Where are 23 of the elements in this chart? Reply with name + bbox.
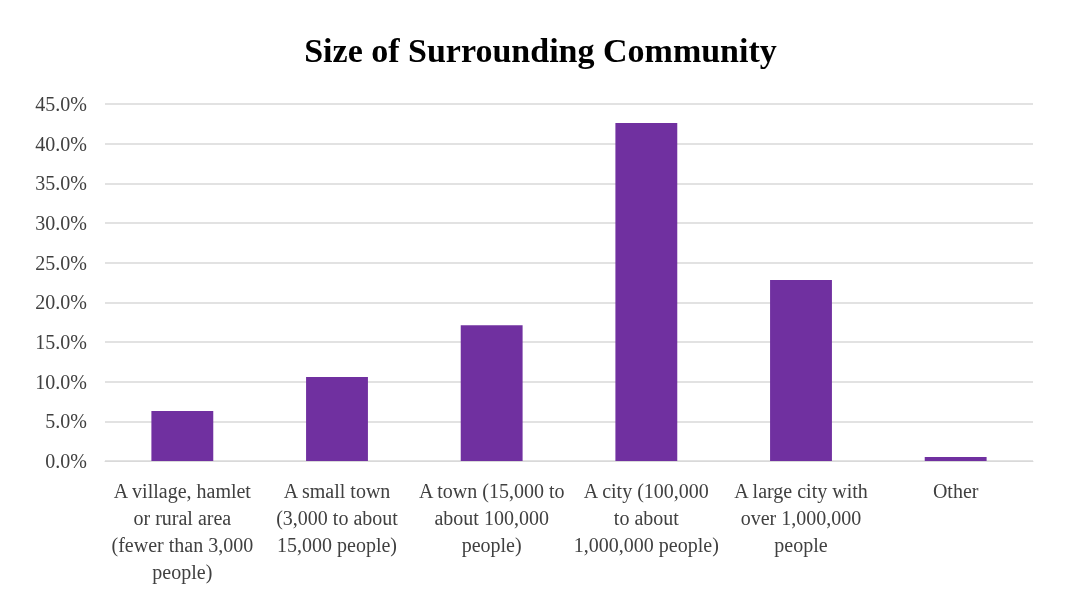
- y-tick-label: 0.0%: [45, 450, 87, 472]
- bar: [306, 376, 368, 461]
- bar: [460, 325, 523, 461]
- x-tick-label: Other: [932, 479, 979, 502]
- chart-title: Size of Surrounding Community: [304, 31, 777, 69]
- y-tick-label: 10.0%: [35, 370, 87, 393]
- y-tick-label: 30.0%: [35, 212, 87, 234]
- x-tick-label: A village, hamlet or rural area (fewer than 3,000 people): [111, 479, 254, 584]
- y-tick-label: 40.0%: [35, 132, 87, 155]
- x-tick-label: A town (15,000 to about 100,000 people): [418, 479, 565, 557]
- bar: [924, 457, 987, 461]
- bar: [615, 123, 678, 461]
- x-tick-label: A small town (3,000 to about 15,000 people): [276, 479, 399, 557]
- y-tick-label: 35.0%: [35, 172, 87, 195]
- bar: [151, 411, 214, 461]
- x-tick-label: A large city with over 1,000,000 people: [734, 479, 868, 557]
- y-tick-label: 45.0%: [35, 93, 87, 115]
- y-tick-label: 15.0%: [35, 331, 87, 353]
- y-tick-label: 25.0%: [35, 251, 87, 274]
- bar: [770, 280, 832, 461]
- x-tick-label: A city (100,000 to about 1,000,000 people): [573, 479, 719, 557]
- y-tick-label: 20.0%: [35, 291, 87, 314]
- y-tick-label: 5.0%: [45, 410, 87, 433]
